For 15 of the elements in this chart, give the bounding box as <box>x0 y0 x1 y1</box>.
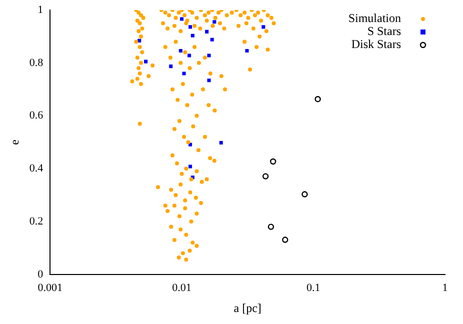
x-tick-label: 0.1 <box>306 282 320 294</box>
legend-label: S Stars <box>367 24 402 38</box>
x-tick-label: 1 <box>442 282 448 294</box>
legend-label: Disk Stars <box>351 37 402 52</box>
legend-label: Simulation <box>348 11 401 26</box>
x-tick-label: 0.001 <box>38 282 63 294</box>
y-tick-label: 0.4 <box>29 162 44 175</box>
x-tick-label: 0.01 <box>172 282 192 294</box>
y-tick-label: 0 <box>38 268 44 280</box>
y-tick-label: 1 <box>38 4 44 16</box>
y-tick-label: 0.2 <box>29 215 44 228</box>
y-axis-title: e <box>7 140 22 145</box>
y-tick-label: 0.8 <box>29 56 44 69</box>
x-axis-title: a [pc] <box>234 300 262 315</box>
y-tick-label: 0.6 <box>29 110 44 122</box>
